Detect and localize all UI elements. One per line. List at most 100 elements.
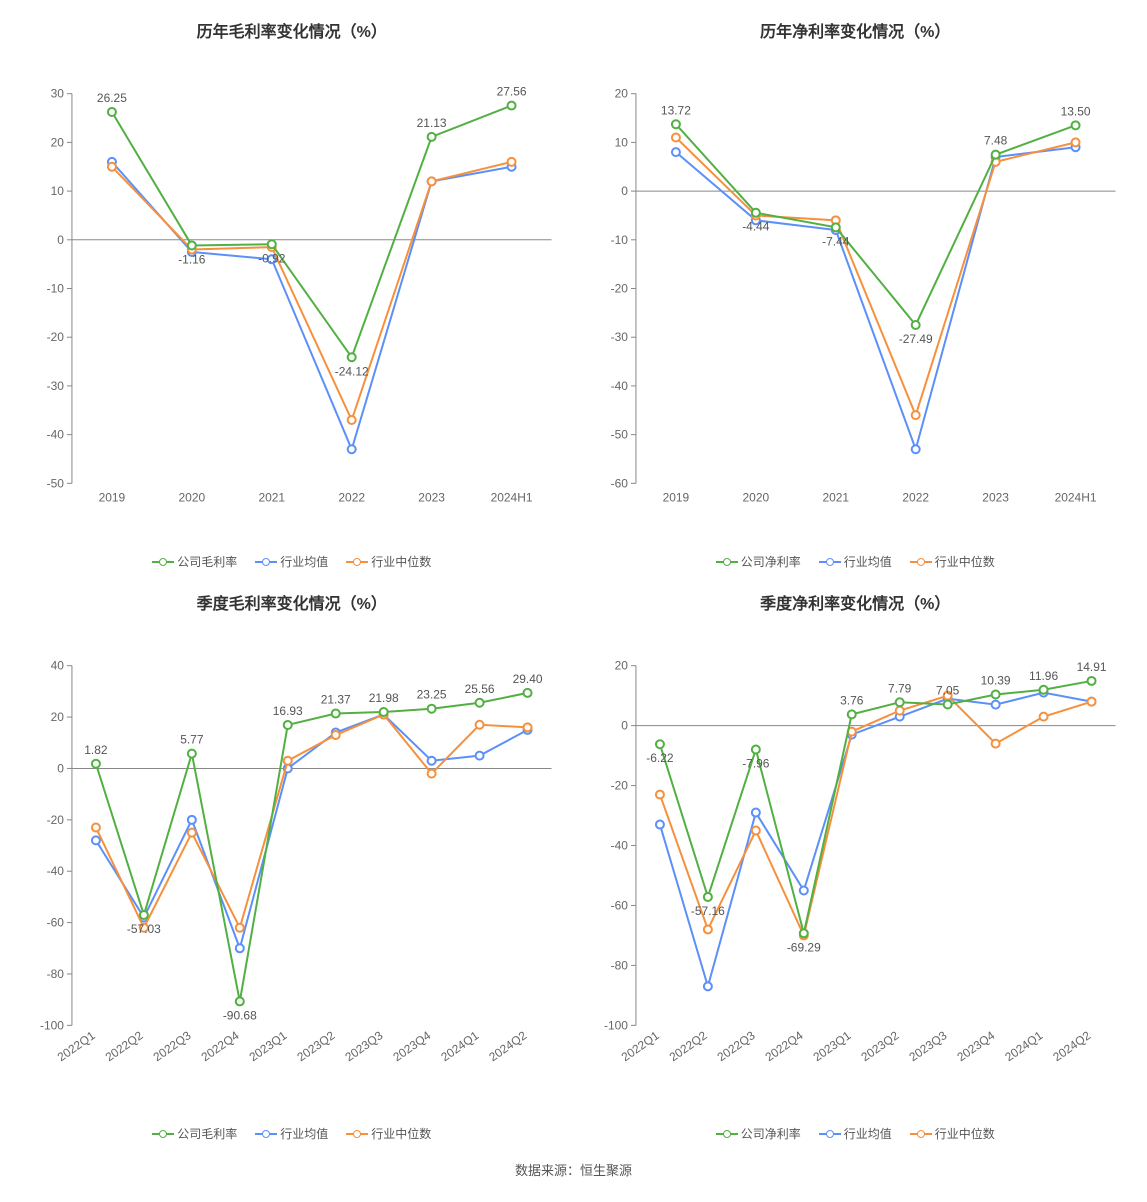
svg-text:7.05: 7.05 — [936, 684, 960, 698]
legend-series-median: 行业中位数 — [346, 1125, 431, 1142]
svg-text:2024Q2: 2024Q2 — [1050, 1028, 1093, 1064]
svg-text:2022Q3: 2022Q3 — [151, 1028, 194, 1064]
svg-text:2021: 2021 — [822, 490, 849, 504]
legend-marker-icon — [910, 1129, 932, 1139]
panel-title: 季度毛利率变化情况（%） — [197, 584, 387, 614]
svg-text:-80: -80 — [610, 958, 628, 972]
legend-series-company: 公司净利率 — [716, 1125, 801, 1142]
svg-text:-27.49: -27.49 — [898, 332, 932, 346]
svg-text:23.25: 23.25 — [417, 688, 447, 702]
svg-text:2022: 2022 — [902, 490, 929, 504]
svg-text:27.56: 27.56 — [497, 85, 527, 99]
svg-text:2022Q2: 2022Q2 — [666, 1028, 709, 1064]
svg-text:2023: 2023 — [982, 490, 1009, 504]
svg-text:2023: 2023 — [418, 490, 445, 504]
svg-text:10: 10 — [51, 184, 65, 198]
svg-text:2024Q1: 2024Q1 — [1002, 1028, 1045, 1064]
legend-label: 行业中位数 — [935, 553, 995, 570]
legend-marker-icon — [152, 557, 174, 567]
svg-text:2023Q4: 2023Q4 — [390, 1028, 433, 1064]
panel-annual-gross: 历年毛利率变化情况（%） -50-40-30-20-10010203020192… — [12, 12, 572, 580]
svg-text:-10: -10 — [610, 233, 628, 247]
svg-text:-40: -40 — [47, 428, 65, 442]
svg-text:0: 0 — [57, 233, 64, 247]
svg-text:2022Q1: 2022Q1 — [55, 1028, 98, 1064]
svg-text:1.82: 1.82 — [84, 743, 108, 757]
svg-text:-7.44: -7.44 — [822, 234, 850, 248]
svg-text:13.50: 13.50 — [1060, 104, 1090, 118]
svg-text:2023Q1: 2023Q1 — [810, 1028, 853, 1064]
legend-marker-icon — [255, 1129, 277, 1139]
svg-text:-30: -30 — [610, 330, 628, 344]
svg-text:2023Q4: 2023Q4 — [954, 1028, 997, 1064]
svg-text:-40: -40 — [47, 864, 65, 878]
panel-annual-net: 历年净利率变化情况（%） -60-50-40-30-20-10010202019… — [576, 12, 1136, 580]
svg-text:-4.44: -4.44 — [742, 220, 770, 234]
svg-text:-50: -50 — [47, 476, 65, 490]
svg-text:2019: 2019 — [99, 490, 126, 504]
svg-text:2020: 2020 — [742, 490, 769, 504]
svg-text:40: 40 — [51, 659, 65, 673]
legend-series-company: 公司毛利率 — [152, 1125, 237, 1142]
panel-title: 历年净利率变化情况（%） — [760, 12, 950, 42]
svg-text:0: 0 — [57, 761, 64, 775]
legend: 公司净利率 行业均值 行业中位数 — [716, 545, 995, 580]
legend-label: 公司净利率 — [741, 1125, 801, 1142]
svg-text:-10: -10 — [47, 282, 65, 296]
svg-text:-69.29: -69.29 — [786, 940, 820, 954]
panel-title: 历年毛利率变化情况（%） — [197, 12, 387, 42]
legend-label: 公司净利率 — [741, 553, 801, 570]
svg-text:-50: -50 — [610, 428, 628, 442]
svg-text:-100: -100 — [603, 1018, 627, 1032]
svg-text:21.13: 21.13 — [417, 116, 447, 130]
svg-text:2024Q1: 2024Q1 — [438, 1028, 481, 1064]
svg-text:20: 20 — [614, 659, 628, 673]
svg-text:13.72: 13.72 — [660, 103, 690, 117]
svg-text:-20: -20 — [47, 813, 65, 827]
svg-text:26.25: 26.25 — [97, 91, 127, 105]
legend: 公司毛利率 行业均值 行业中位数 — [152, 1117, 431, 1152]
svg-text:2023Q1: 2023Q1 — [247, 1028, 290, 1064]
panel-quarter-net: 季度净利率变化情况（%） -100-80-60-40-200202022Q120… — [576, 584, 1136, 1152]
svg-text:2024H1: 2024H1 — [1054, 490, 1096, 504]
svg-text:20: 20 — [51, 710, 65, 724]
svg-text:7.48: 7.48 — [983, 134, 1007, 148]
legend-label: 行业中位数 — [935, 1125, 995, 1142]
svg-text:-1.16: -1.16 — [178, 252, 206, 266]
legend-marker-icon — [152, 1129, 174, 1139]
svg-text:2022Q4: 2022Q4 — [762, 1028, 805, 1064]
legend-series-company: 公司毛利率 — [152, 553, 237, 570]
legend-series-median: 行业中位数 — [910, 553, 995, 570]
svg-text:2022Q3: 2022Q3 — [714, 1028, 757, 1064]
legend: 公司毛利率 行业均值 行业中位数 — [152, 545, 431, 580]
svg-text:-40: -40 — [610, 839, 628, 853]
svg-text:21.98: 21.98 — [369, 691, 399, 705]
legend-series-median: 行业中位数 — [910, 1125, 995, 1142]
svg-text:-24.12: -24.12 — [335, 364, 369, 378]
svg-text:2024H1: 2024H1 — [491, 490, 533, 504]
svg-text:-57.16: -57.16 — [690, 904, 724, 918]
legend-label: 行业均值 — [844, 1125, 892, 1142]
svg-text:-40: -40 — [610, 379, 628, 393]
chart-area: -100-80-60-40-20020402022Q12022Q22022Q32… — [12, 614, 572, 1117]
legend-label: 行业中位数 — [371, 553, 431, 570]
svg-text:16.93: 16.93 — [273, 704, 303, 718]
legend-marker-icon — [346, 1129, 368, 1139]
legend-series-mean: 行业均值 — [255, 553, 328, 570]
svg-text:20: 20 — [614, 87, 628, 101]
legend-marker-icon — [716, 1129, 738, 1139]
legend-series-median: 行业中位数 — [346, 553, 431, 570]
svg-text:-20: -20 — [610, 779, 628, 793]
legend-series-company: 公司净利率 — [716, 553, 801, 570]
svg-text:-6.22: -6.22 — [646, 751, 674, 765]
chart-area: -100-80-60-40-200202022Q12022Q22022Q3202… — [576, 614, 1136, 1117]
svg-text:-60: -60 — [610, 476, 628, 490]
svg-text:25.56: 25.56 — [465, 682, 495, 696]
legend-label: 行业均值 — [280, 553, 328, 570]
legend-marker-icon — [910, 557, 932, 567]
svg-text:-90.68: -90.68 — [223, 1008, 257, 1022]
svg-text:-60: -60 — [610, 898, 628, 912]
svg-text:-57.03: -57.03 — [127, 922, 161, 936]
legend-marker-icon — [819, 557, 841, 567]
legend-series-mean: 行业均值 — [819, 1125, 892, 1142]
